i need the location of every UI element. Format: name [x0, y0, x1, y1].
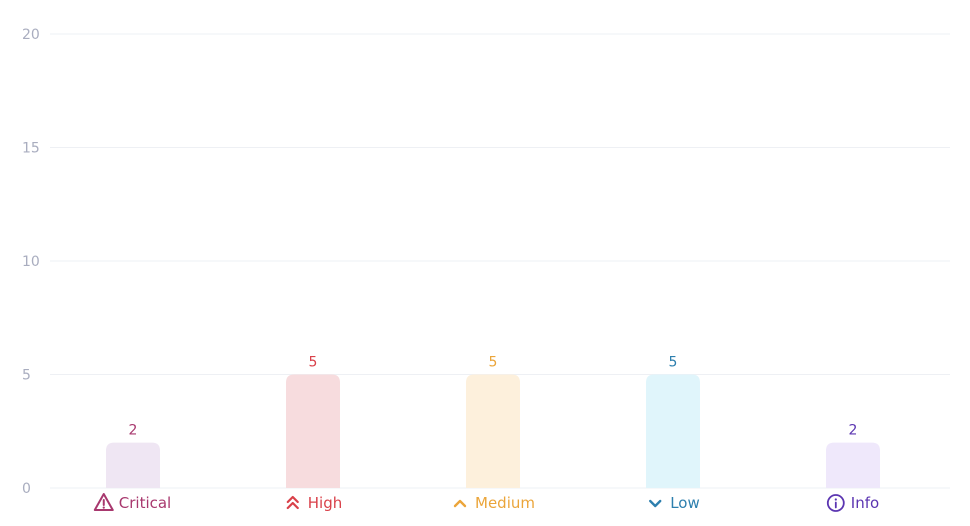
info-circle-icon — [826, 494, 845, 512]
bar-medium — [466, 374, 520, 488]
bar-low — [646, 374, 700, 488]
category-label-high: High — [308, 494, 342, 512]
chevron-down-icon — [649, 499, 662, 508]
value-label-medium: 5 — [489, 355, 498, 371]
y-tick-label: 15 — [22, 141, 40, 157]
category-medium: Medium — [453, 494, 535, 512]
warning-triangle-icon — [93, 493, 114, 511]
chevron-up-icon — [453, 499, 467, 508]
value-label-info: 2 — [849, 423, 858, 439]
category-label-critical: Critical — [119, 494, 171, 512]
y-tick-label: 5 — [22, 368, 31, 384]
y-tick-label: 10 — [22, 254, 40, 270]
category-high: High — [286, 494, 342, 512]
bar-critical — [106, 442, 160, 488]
y-axis-ticks: 0 5 10 15 20 — [22, 27, 40, 497]
value-label-low: 5 — [669, 355, 678, 371]
value-label-high: 5 — [309, 355, 318, 371]
value-labels: 2 5 5 5 2 — [129, 355, 858, 439]
category-critical: Critical — [93, 493, 171, 512]
grid-lines — [50, 33, 950, 489]
bars — [106, 374, 880, 488]
category-low: Low — [649, 494, 700, 512]
double-chevron-up-icon — [286, 495, 299, 510]
value-label-critical: 2 — [129, 423, 138, 439]
bar-info — [826, 442, 880, 488]
category-label-medium: Medium — [475, 494, 535, 512]
y-tick-label: 0 — [22, 481, 31, 497]
category-label-info: Info — [851, 494, 879, 512]
bar-high — [286, 374, 340, 488]
category-info: Info — [826, 494, 879, 512]
x-axis-categories: Critical High Medium Low Info — [93, 493, 879, 512]
y-tick-label: 20 — [22, 27, 40, 43]
category-label-low: Low — [670, 494, 700, 512]
